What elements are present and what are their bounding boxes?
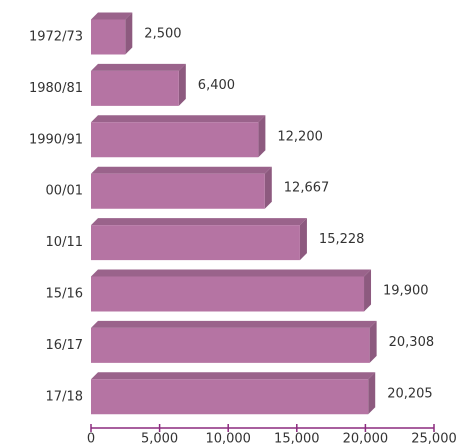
bar bbox=[91, 218, 307, 261]
bar bbox=[91, 320, 377, 363]
category-label: 1972/73 bbox=[29, 30, 83, 45]
bar-front bbox=[91, 122, 259, 158]
category-label: 10/11 bbox=[46, 235, 83, 250]
bar-side bbox=[364, 269, 372, 312]
value-label: 6,400 bbox=[198, 78, 235, 93]
bar bbox=[91, 372, 376, 415]
x-tick-label: 15,000 bbox=[274, 432, 320, 447]
x-tick-label: 10,000 bbox=[205, 432, 251, 447]
bar-side bbox=[125, 12, 133, 55]
category-label: 15/16 bbox=[46, 287, 83, 302]
x-tick-label: 5,000 bbox=[141, 432, 178, 447]
bar-top bbox=[91, 166, 272, 174]
category-label: 00/01 bbox=[46, 184, 83, 199]
value-label: 19,900 bbox=[383, 284, 429, 299]
category-label: 17/18 bbox=[46, 389, 83, 404]
category-label: 16/17 bbox=[46, 338, 83, 353]
x-tick-label: 20,000 bbox=[343, 432, 389, 447]
x-tick-label: 0 bbox=[87, 432, 95, 447]
bar bbox=[91, 269, 372, 312]
bar bbox=[91, 12, 133, 55]
bar-top bbox=[91, 63, 186, 71]
bar-top bbox=[91, 269, 372, 277]
value-label: 20,308 bbox=[389, 335, 435, 350]
bar bbox=[91, 166, 272, 209]
bar-top bbox=[91, 115, 266, 123]
category-label: 1980/81 bbox=[29, 81, 83, 96]
bar-front bbox=[91, 276, 365, 312]
bar-side bbox=[258, 115, 266, 158]
value-label: 15,228 bbox=[319, 232, 365, 247]
bar-side bbox=[299, 218, 307, 261]
value-label: 12,667 bbox=[284, 181, 330, 196]
x-tick-label: 25,000 bbox=[411, 432, 457, 447]
bar-side bbox=[369, 320, 377, 363]
bar bbox=[91, 115, 266, 158]
bar-front bbox=[91, 173, 265, 209]
bar-top bbox=[91, 320, 377, 328]
category-label: 1990/91 bbox=[29, 132, 83, 147]
bar-side bbox=[368, 372, 376, 415]
value-label: 2,500 bbox=[144, 27, 181, 42]
bar-top bbox=[91, 372, 376, 380]
bar bbox=[91, 63, 186, 106]
bar-top bbox=[91, 12, 133, 20]
bar-front bbox=[91, 19, 126, 55]
value-label: 12,200 bbox=[277, 129, 323, 144]
bar-front bbox=[91, 379, 369, 415]
value-label: 20,205 bbox=[387, 386, 433, 401]
bar-top bbox=[91, 218, 307, 226]
bar-front bbox=[91, 225, 300, 261]
bar-side bbox=[178, 63, 186, 106]
bar-side bbox=[264, 166, 272, 209]
bar-front bbox=[91, 327, 370, 363]
bar-front bbox=[91, 70, 179, 106]
